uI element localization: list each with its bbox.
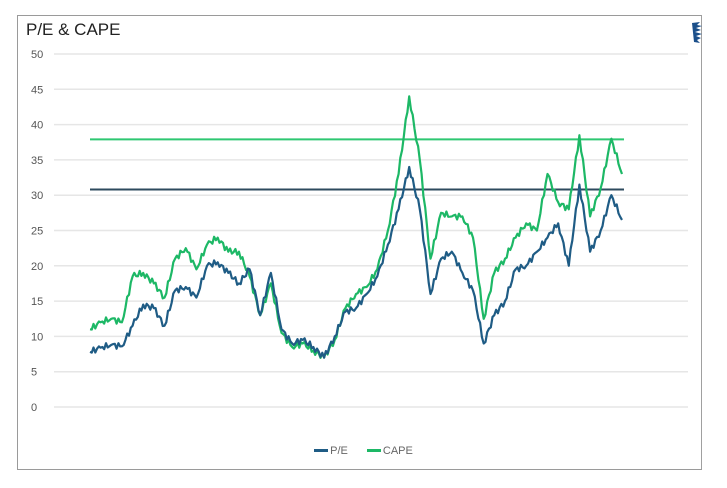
legend-label-pe: P/E bbox=[330, 444, 348, 457]
legend-item-cape: CAPE bbox=[366, 444, 413, 457]
pe-line bbox=[89, 165, 623, 359]
chart-title: P/E & CAPE bbox=[26, 20, 121, 39]
chart-legend: P/E CAPE bbox=[0, 443, 727, 457]
y-tick-label: 0 bbox=[31, 402, 37, 414]
y-tick-label: 10 bbox=[31, 331, 43, 343]
y-tick-label: 40 bbox=[31, 120, 43, 132]
y-tick-label: 15 bbox=[31, 296, 43, 308]
chart-frame bbox=[17, 15, 702, 470]
y-tick-label: 45 bbox=[31, 84, 43, 96]
legend-item-pe: P/E bbox=[314, 445, 348, 457]
y-tick-label: 35 bbox=[31, 155, 43, 167]
y-tick-label: 5 bbox=[31, 367, 37, 379]
y-tick-label: 30 bbox=[31, 190, 43, 202]
y-tick-label: 50 bbox=[31, 49, 43, 61]
pe-swatch bbox=[314, 449, 329, 452]
y-tick-label: 20 bbox=[31, 261, 43, 273]
logo-icon bbox=[692, 22, 702, 43]
legend-label-cape: CAPE bbox=[382, 444, 413, 457]
cape-line bbox=[89, 95, 624, 359]
cape-swatch bbox=[366, 449, 381, 452]
y-tick-label: 25 bbox=[31, 226, 43, 238]
